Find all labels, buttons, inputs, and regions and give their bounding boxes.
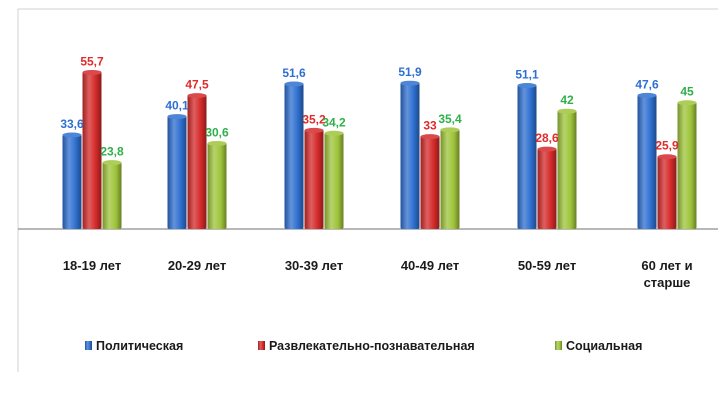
bar-2-1 (82, 71, 102, 229)
bar-cap-1-1 (62, 132, 82, 138)
value-label-3-3: 34,2 (322, 115, 346, 129)
bar-3-2 (207, 142, 227, 229)
bar-2-4 (420, 135, 440, 229)
value-label-3-6: 45 (680, 85, 694, 99)
bar-3-4 (440, 128, 460, 229)
legend-label-2: Развлекательно-познавательная (269, 339, 475, 353)
bar-cap-3-3 (324, 130, 344, 136)
x-tick-label-6: 60 лет и старше (641, 258, 692, 290)
bar-2-6 (657, 155, 677, 229)
x-tick-label-5: 50-59 лет (518, 258, 576, 273)
bar-cap-3-4 (440, 127, 460, 133)
bar-2-5 (537, 148, 557, 229)
bar-3-1 (102, 161, 122, 229)
bar-1-5 (517, 84, 537, 230)
bar-1-3 (284, 83, 304, 229)
bar-3-5 (557, 110, 577, 229)
bar-cap-2-3 (304, 127, 324, 133)
x-tick-label-1: 18-19 лет (63, 258, 121, 273)
bar-cap-3-2 (207, 140, 227, 146)
value-label-2-3: 35,2 (302, 112, 326, 126)
bar-cap-3-6 (677, 100, 697, 106)
bar-cap-1-5 (517, 82, 537, 88)
value-label-1-3: 51,6 (282, 66, 306, 80)
bar-cap-1-2 (167, 114, 187, 120)
value-label-2-6: 25,9 (655, 139, 679, 153)
value-label-1-6: 47,6 (635, 77, 659, 91)
x-tick-label-2: 20-29 лет (168, 258, 226, 273)
value-label-2-5: 28,6 (535, 131, 559, 145)
value-label-1-4: 51,9 (398, 65, 422, 79)
x-tick-label-3: 30-39 лет (285, 258, 343, 273)
bars-group (62, 69, 697, 230)
bar-cap-3-1 (102, 160, 122, 166)
value-label-1-1: 33,6 (60, 117, 84, 131)
x-tick-labels-group: 18-19 лет 20-29 лет 30-39 лет 40-49 лет 50-5… (63, 258, 693, 290)
legend-swatch-3 (555, 341, 562, 350)
bar-cap-1-3 (284, 81, 304, 87)
value-label-2-2: 47,5 (185, 78, 209, 92)
bar-cap-1-6 (637, 92, 657, 98)
bar-cap-3-5 (557, 108, 577, 114)
bar-cap-2-1 (82, 69, 102, 75)
value-label-1-5: 51,1 (515, 67, 539, 81)
bar-cap-2-2 (187, 93, 207, 99)
bar-cap-2-4 (420, 134, 440, 140)
bar-1-4 (400, 82, 420, 229)
legend-swatch-2 (258, 341, 265, 350)
bar-cap-2-5 (537, 146, 557, 152)
value-label-3-4: 35,4 (438, 112, 462, 126)
legend-label-3: Социальная (566, 339, 642, 353)
bar-2-3 (304, 129, 324, 229)
bar-2-2 (187, 94, 207, 230)
x-tick-label-4: 40-49 лет (401, 258, 459, 273)
bar-1-2 (167, 115, 187, 229)
bar-1-1 (62, 133, 82, 229)
legend: Политическая Развлекательно-познавательна… (85, 339, 642, 353)
value-label-1-2: 40,1 (165, 99, 189, 113)
bar-3-3 (324, 132, 344, 229)
bar-3-6 (677, 101, 697, 229)
bar-cap-2-6 (657, 154, 677, 160)
bar-1-6 (637, 94, 657, 229)
value-labels-group: 33,6 55,7 23,8 40,1 47,5 30,6 51,6 35,234,2 51,9… (60, 54, 694, 158)
value-label-3-1: 23,8 (100, 145, 124, 159)
value-label-3-5: 42 (560, 93, 574, 107)
legend-label-1: Политическая (96, 339, 183, 353)
value-label-3-2: 30,6 (205, 125, 229, 139)
legend-swatch-1 (85, 341, 92, 350)
value-label-2-1: 55,7 (80, 54, 104, 68)
value-label-2-4: 33 (423, 119, 437, 133)
bar-cap-1-4 (400, 80, 420, 86)
